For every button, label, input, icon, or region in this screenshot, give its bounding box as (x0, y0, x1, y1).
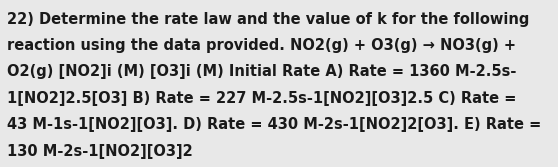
Text: 22) Determine the rate law and the value of k for the following: 22) Determine the rate law and the value… (7, 12, 529, 27)
Text: reaction using the data provided. NO2(g) + O3(g) → NO3(g) +: reaction using the data provided. NO2(g)… (7, 38, 516, 53)
Text: 130 M-2s-1[NO2][O3]2: 130 M-2s-1[NO2][O3]2 (7, 144, 193, 159)
Text: O2(g) [NO2]i (M) [O3]i (M) Initial Rate A) Rate = 1360 M-2.5s-: O2(g) [NO2]i (M) [O3]i (M) Initial Rate … (7, 64, 516, 79)
Text: 43 M-1s-1[NO2][O3]. D) Rate = 430 M-2s-1[NO2]2[O3]. E) Rate =: 43 M-1s-1[NO2][O3]. D) Rate = 430 M-2s-1… (7, 117, 541, 132)
Text: 1[NO2]2.5[O3] B) Rate = 227 M-2.5s-1[NO2][O3]2.5 C) Rate =: 1[NO2]2.5[O3] B) Rate = 227 M-2.5s-1[NO2… (7, 91, 516, 106)
